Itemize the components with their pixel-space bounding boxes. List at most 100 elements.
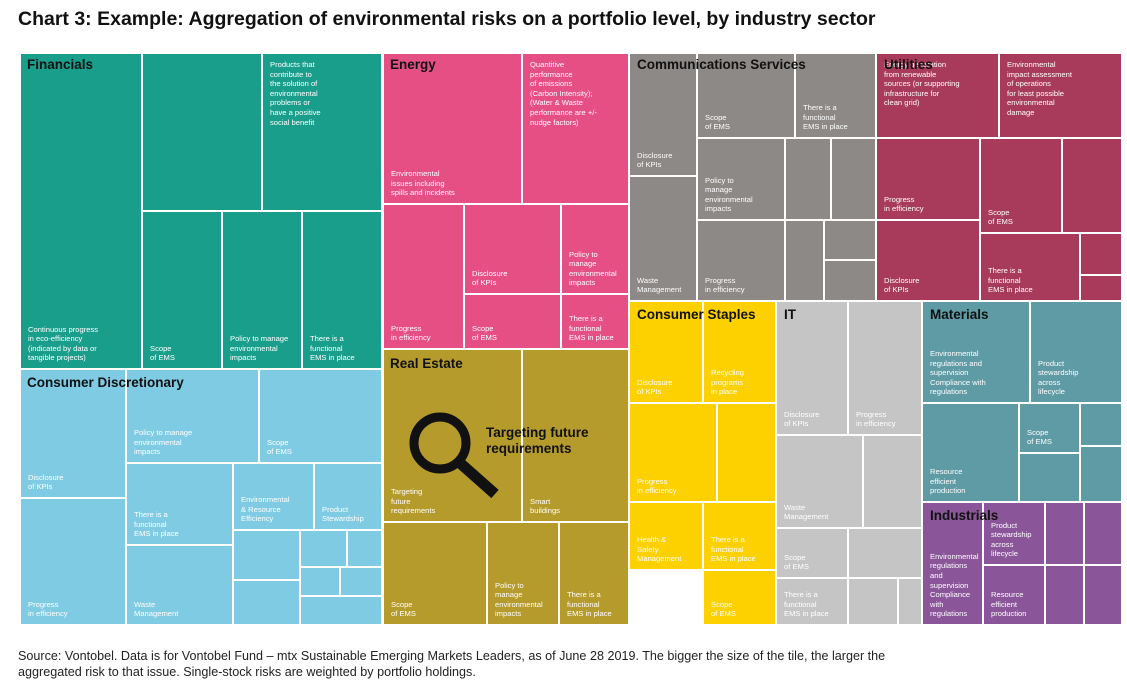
- tile-energy-3: Disclosure of KPIs: [464, 204, 561, 294]
- tile-consumer-staples-0: Disclosure of KPIs: [629, 301, 703, 403]
- tile-label: Progress in efficiency: [28, 599, 68, 619]
- tile-materials-4: [1080, 403, 1122, 446]
- chart-title: Chart 3: Example: Aggregation of environ…: [18, 8, 876, 30]
- tile-financials-3: Scope of EMS: [142, 211, 222, 369]
- tile-label: Policy to manage environmental impacts: [495, 580, 543, 619]
- tile-it-2: Waste Management: [776, 435, 863, 528]
- tile-label: Scope of EMS: [988, 207, 1013, 227]
- tile-utilities-5: There is a functional EMS in place: [980, 233, 1080, 301]
- tile-label: Progress in efficiency: [884, 194, 924, 214]
- tile-utilities-1: Environmental impact assessment of opera…: [999, 53, 1122, 138]
- tile-industrials-0: Environmental regulations and supervisio…: [922, 502, 983, 625]
- tile-label: Quantitive performance of emissions (Car…: [530, 60, 597, 127]
- tile-label: There is a functional EMS in place: [569, 314, 614, 343]
- tile-label: Progress in efficiency: [391, 323, 431, 343]
- tile-label: Policy to manage environmental impacts: [134, 428, 193, 457]
- tile-label: Environmental regulations and supervisio…: [930, 349, 986, 397]
- tile-label: Disclosure of KPIs: [472, 268, 508, 288]
- tile-real-estate-3: Policy to manage environmental impacts: [487, 522, 559, 625]
- tile-financials-1: [142, 53, 262, 211]
- tile-financials-2: Products that contribute to the solution…: [262, 53, 382, 211]
- sector-name-consumer-discretionary: Consumer Discretionary: [27, 375, 184, 390]
- sector-name-communications-services: Communications Services: [637, 57, 806, 72]
- tile-utilities-3: Scope of EMS: [980, 138, 1062, 233]
- tile-communications-services-6: [785, 138, 831, 220]
- tile-communications-services-10: [824, 260, 876, 301]
- tile-financials-4: Policy to manage environmental impacts: [222, 211, 302, 369]
- tile-it-4: There is a functional EMS in place: [776, 578, 848, 625]
- tile-utilities-4: Disclosure of KPIs: [876, 220, 980, 301]
- tile-label: Disclosure of KPIs: [637, 150, 673, 170]
- tile-label: There is a functional EMS in place: [711, 535, 756, 564]
- sector-name-energy: Energy: [390, 57, 436, 72]
- tile-label: Resource efficient production: [930, 467, 966, 496]
- real-estate-callout: Targeting future requirements: [486, 425, 589, 456]
- sector-name-utilities: Utilities: [884, 57, 933, 72]
- tile-materials-6: [1019, 453, 1080, 502]
- tile-real-estate-1: Smart buildings: [522, 349, 629, 522]
- tile-consumer-discretionary-14: [300, 596, 382, 625]
- tile-consumer-discretionary-0: Disclosure of KPIs: [20, 369, 126, 498]
- tile-materials-5: [1080, 446, 1122, 502]
- tile-consumer-discretionary-13: [233, 580, 300, 625]
- sector-name-industrials: Industrials: [930, 508, 999, 523]
- tile-consumer-discretionary-2: Scope of EMS: [259, 369, 382, 463]
- tile-label: Environmental & Resource Efficiency: [241, 495, 290, 524]
- tile-communications-services-4: Policy to manage environmental impacts: [697, 138, 785, 220]
- tile-consumer-staples-3: Health & Safety Management: [629, 502, 703, 570]
- tile-consumer-discretionary-4: There is a functional EMS in place: [126, 463, 233, 545]
- sector-name-materials: Materials: [930, 307, 989, 322]
- tile-it-1: Progress in efficiency: [848, 301, 922, 435]
- tile-consumer-discretionary-5: Environmental & Resource Efficiency: [233, 463, 314, 530]
- sector-name-it: IT: [784, 307, 796, 322]
- tile-label: Policy to manage environmental impacts: [569, 249, 617, 288]
- tile-label: Product stewardship across lifecycle: [1038, 358, 1079, 397]
- tile-materials-2: Resource efficient production: [922, 403, 1019, 502]
- tile-consumer-discretionary-6: Product Stewardship: [314, 463, 382, 530]
- tile-label: Environmental impact assessment of opera…: [1007, 60, 1072, 117]
- tile-label: Progress in efficiency: [705, 275, 745, 295]
- tile-label: Policy to manage environmental impacts: [705, 175, 753, 214]
- tile-energy-0: Environmental issues including spills an…: [383, 53, 522, 204]
- tile-communications-services-1: Scope of EMS: [697, 53, 795, 138]
- tile-label: Product stewardship across lifecycle: [991, 520, 1032, 559]
- tile-label: Continuous progress in eco-efficiency (i…: [28, 324, 99, 363]
- tile-industrials-4: [1084, 502, 1122, 565]
- tile-label: Scope of EMS: [784, 552, 809, 572]
- tile-label: Policy to manage environmental impacts: [230, 334, 289, 363]
- tile-utilities-7: [1080, 233, 1122, 275]
- tile-it-3: Scope of EMS: [776, 528, 848, 578]
- tile-consumer-staples-5: Scope of EMS: [703, 570, 776, 625]
- tile-energy-6: There is a functional EMS in place: [561, 294, 629, 349]
- tile-communications-services-2: There is a functional EMS in place: [795, 53, 876, 138]
- sector-name-consumer-staples: Consumer Staples: [637, 307, 756, 322]
- tile-label: There is a functional EMS in place: [784, 590, 829, 619]
- tile-consumer-staples-2: Progress in efficiency: [629, 403, 717, 502]
- tile-consumer-staples-1: Recycling programs in place: [703, 301, 776, 403]
- tile-energy-2: Progress in efficiency: [383, 204, 464, 349]
- tile-label: Energy generation from renewable sources…: [884, 60, 960, 108]
- tile-industrials-5: [1045, 565, 1084, 625]
- tile-label: Scope of EMS: [267, 437, 292, 457]
- tile-label: Progress in efficiency: [637, 476, 677, 496]
- tile-label: Waste Management: [784, 502, 829, 522]
- tile-energy-4: Policy to manage environmental impacts: [561, 204, 629, 294]
- tile-label: Targeting future requirements: [391, 487, 436, 516]
- tile-materials-1: Product stewardship across lifecycle: [1030, 301, 1122, 403]
- tile-communications-services-9: [824, 220, 876, 260]
- tile-label: There is a functional EMS in place: [567, 590, 612, 619]
- tile-communications-services-5: Progress in efficiency: [697, 220, 785, 301]
- tile-consumer-discretionary-11: [300, 567, 340, 596]
- tile-materials-3: Scope of EMS: [1019, 403, 1080, 453]
- tile-energy-1: Quantitive performance of emissions (Car…: [522, 53, 629, 204]
- tile-communications-services-8: [785, 220, 824, 301]
- source-footnote: Source: Vontobel. Data is for Vontobel F…: [18, 649, 886, 679]
- tile-label: Scope of EMS: [472, 323, 497, 343]
- tile-label: Waste Management: [637, 275, 682, 295]
- tile-consumer-staples-6: [717, 403, 776, 502]
- tile-industrials-2: Resource efficient production: [983, 565, 1045, 625]
- tile-label: Products that contribute to the solution…: [270, 60, 321, 127]
- tile-label: Product Stewardship: [322, 504, 364, 524]
- tile-label: Resource efficient production: [991, 590, 1027, 619]
